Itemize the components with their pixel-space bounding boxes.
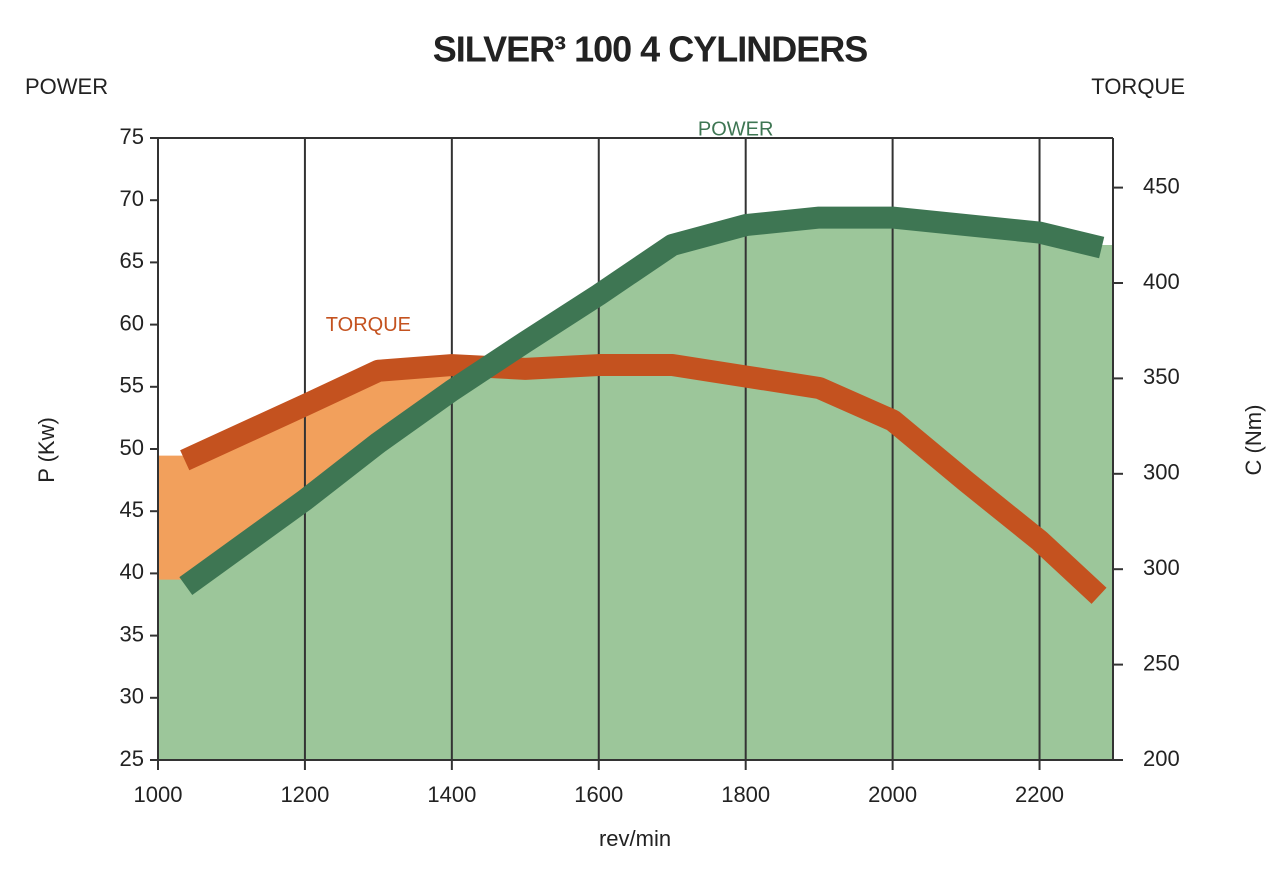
x-tick-label: 1000 (134, 782, 183, 807)
y2-axis-label: C (Nm) (1241, 405, 1266, 476)
series-label: POWER (698, 118, 774, 140)
y2-tick-label: 350 (1143, 364, 1180, 389)
area (158, 217, 1113, 761)
series-label: TORQUE (326, 314, 411, 336)
left-heading: POWER (25, 74, 108, 99)
chart-title: SILVER³ 100 4 CYLINDERS (433, 29, 867, 70)
y-tick-label: 40 (120, 559, 144, 584)
y-tick-label: 25 (120, 746, 144, 771)
y2-tick-label: 250 (1143, 650, 1180, 675)
x-tick-label: 2200 (1015, 782, 1064, 807)
y-tick-label: 45 (120, 497, 144, 522)
x-tick-label: 1200 (280, 782, 329, 807)
right-heading: TORQUE (1091, 74, 1185, 99)
x-tick-label: 1800 (721, 782, 770, 807)
x-tick-label: 1600 (574, 782, 623, 807)
y-axis-label: P (Kw) (34, 417, 59, 483)
y2-tick-label: 450 (1143, 173, 1180, 198)
y-tick-label: 60 (120, 310, 144, 335)
y-tick-label: 65 (120, 248, 144, 273)
x-tick-label: 1400 (427, 782, 476, 807)
series-line (180, 354, 1107, 604)
y-tick-label: 30 (120, 684, 144, 709)
y-tick-label: 55 (120, 373, 144, 398)
y2-tick-label: 200 (1143, 746, 1180, 771)
series-line (179, 206, 1105, 595)
y2-tick-label: 400 (1143, 269, 1180, 294)
y2-tick-label: 300 (1143, 460, 1180, 485)
y2-tick-label: 300 (1143, 555, 1180, 580)
y-tick-label: 35 (120, 621, 144, 646)
y-tick-label: 75 (120, 124, 144, 149)
x-tick-label: 2000 (868, 782, 917, 807)
y-tick-label: 50 (120, 435, 144, 460)
y-tick-label: 70 (120, 186, 144, 211)
x-axis-label: rev/min (599, 826, 671, 851)
